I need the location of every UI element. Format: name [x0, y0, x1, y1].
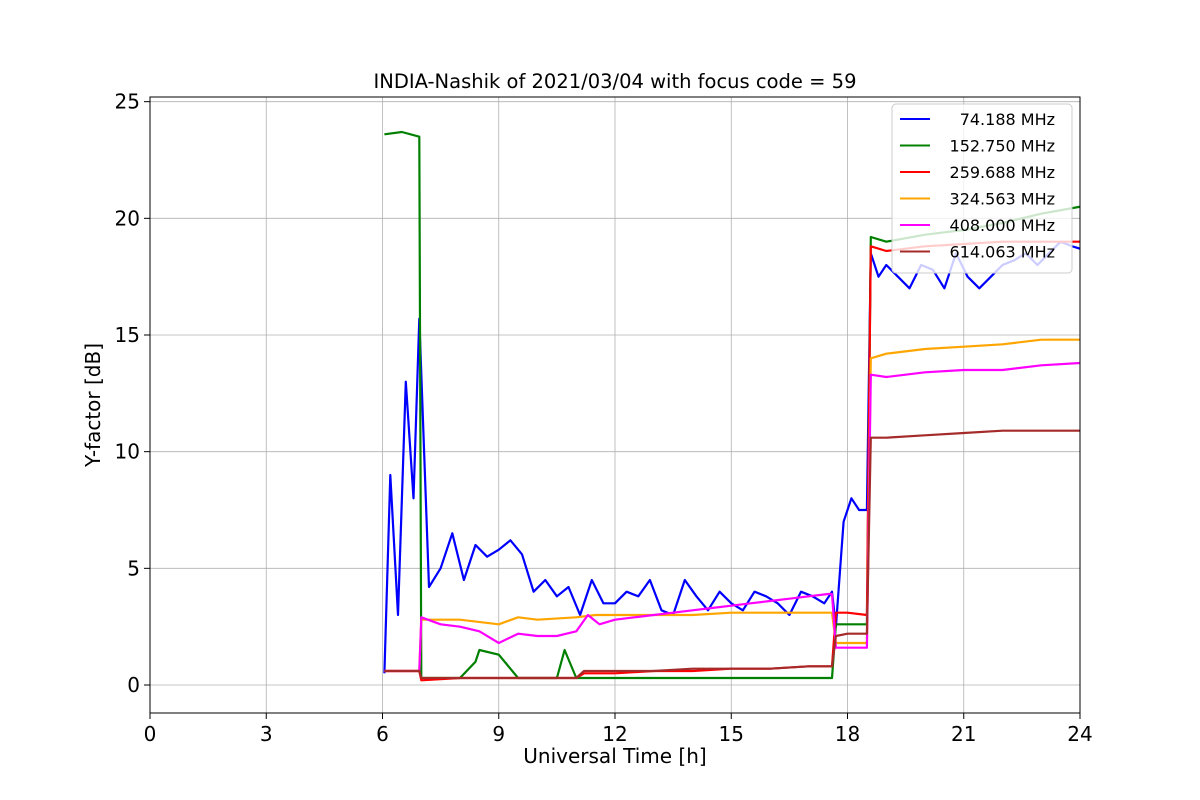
- y-axis-ticks: 0 5 10 15 20 25: [115, 90, 150, 697]
- x-tick-label: 24: [1067, 722, 1092, 746]
- x-tick-label: 6: [376, 722, 389, 746]
- legend-entry: 74.188 MHz: [960, 110, 1055, 129]
- legend: 74.188 MHz 152.750 MHz 259.688 MHz 324.563 …: [891, 103, 1073, 274]
- x-tick-label: 0: [144, 722, 157, 746]
- legend-entry: 259.688 MHz: [950, 163, 1055, 182]
- x-tick-label: 15: [719, 722, 744, 746]
- y-tick-label: 0: [127, 673, 140, 697]
- x-tick-label: 12: [602, 722, 627, 746]
- y-tick-label: 25: [115, 90, 140, 114]
- x-tick-label: 18: [835, 722, 860, 746]
- series-line-4: [384, 361, 1080, 673]
- series-line-3: [384, 338, 1080, 673]
- y-tick-label: 5: [127, 556, 140, 580]
- y-tick-label: 15: [115, 323, 140, 347]
- x-axis-ticks: 0 3 6 9 12 15 18 21 24: [144, 713, 1093, 746]
- legend-entry: 408.000 MHz: [950, 216, 1055, 235]
- x-tick-label: 3: [260, 722, 273, 746]
- y-axis-label: Y-factor [dB]: [81, 343, 105, 468]
- chart-title: INDIA-Nashik of 2021/03/04 with focus co…: [374, 70, 857, 93]
- legend-entry: 324.563 MHz: [950, 190, 1055, 209]
- x-axis-label: Universal Time [h]: [523, 744, 706, 768]
- series-line-1: [384, 130, 1080, 680]
- legend-entry: 152.750 MHz: [950, 137, 1055, 156]
- y-tick-label: 20: [115, 206, 140, 230]
- series-line-5: [384, 429, 1080, 680]
- series-lines: [383, 130, 1080, 682]
- legend-entry: 614.063 MHz: [950, 243, 1055, 262]
- y-tick-label: 10: [115, 440, 140, 464]
- x-tick-label: 9: [492, 722, 505, 746]
- x-tick-label: 21: [951, 722, 976, 746]
- legend-box: [891, 103, 1073, 274]
